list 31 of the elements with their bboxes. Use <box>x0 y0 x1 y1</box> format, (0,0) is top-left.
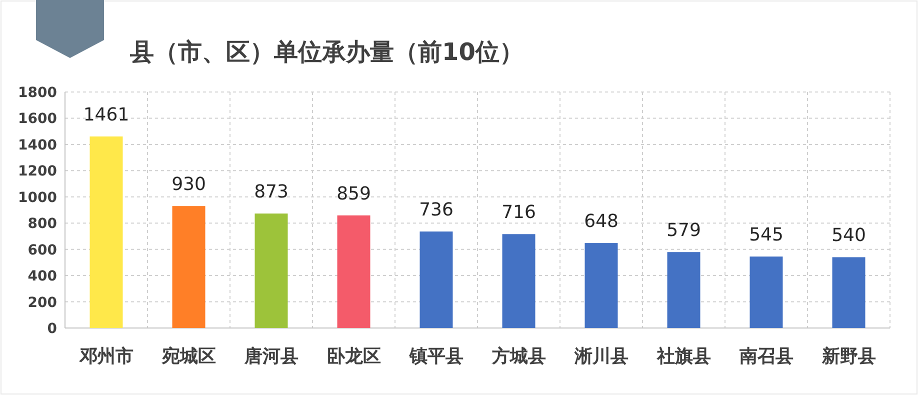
y-tick-label: 1800 <box>18 85 58 101</box>
data-label: 930 <box>172 174 206 196</box>
y-tick-label: 800 <box>28 216 58 232</box>
y-tick-label: 600 <box>28 242 58 258</box>
y-tick-label: 0 <box>47 321 58 337</box>
x-tick-label: 淅川县 <box>573 346 628 367</box>
x-tick-label: 社旗县 <box>656 346 711 367</box>
data-label: 540 <box>832 225 866 246</box>
data-label: 648 <box>584 211 618 232</box>
data-label: 736 <box>419 200 454 220</box>
data-label: 716 <box>502 202 536 224</box>
y-tick-label: 1600 <box>18 111 58 128</box>
data-label: 1461 <box>83 104 130 126</box>
data-label: 545 <box>749 224 784 246</box>
x-tick-label: 新野县 <box>820 346 876 367</box>
chart-title: 县（市、区）单位承办量（前10位） <box>129 38 524 66</box>
y-tick-label: 1000 <box>18 190 58 206</box>
y-tick-label: 1200 <box>18 164 58 180</box>
x-tick-label: 邓州市 <box>78 346 134 367</box>
x-tick-label: 镇平县 <box>408 346 464 367</box>
x-tick-label: 卧龙区 <box>326 346 381 367</box>
data-label: 579 <box>666 220 701 242</box>
x-tick-label: 唐河县 <box>243 346 298 367</box>
y-tick-label: 1400 <box>18 137 58 154</box>
x-tick-label: 方城县 <box>490 346 546 367</box>
data-label: 859 <box>336 183 371 204</box>
x-tick-label: 南召县 <box>738 346 794 367</box>
y-tick-label: 400 <box>28 268 58 285</box>
x-tick-label: 宛城区 <box>160 346 216 367</box>
data-label: 873 <box>254 182 288 203</box>
y-tick-label: 200 <box>28 294 58 311</box>
